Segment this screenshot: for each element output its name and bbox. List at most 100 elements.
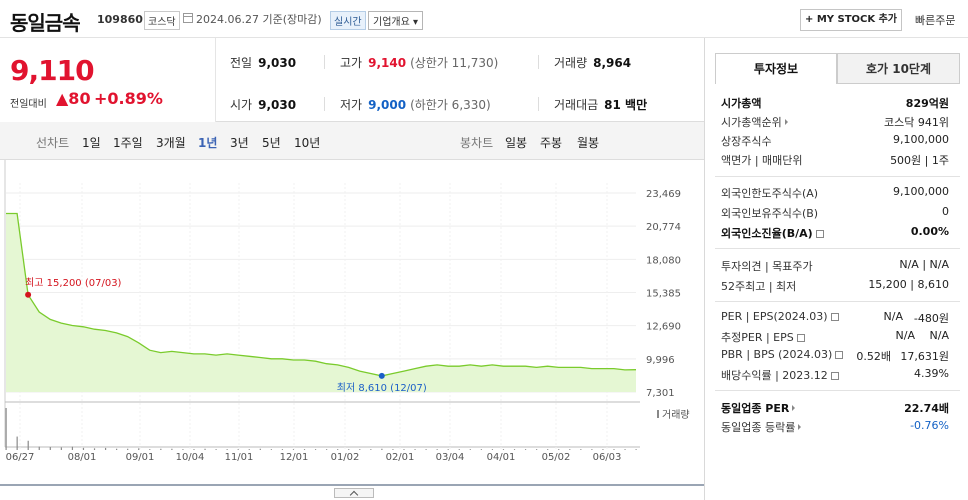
price-stats: 전일 9,030 고가 9,140 (상한가 11,730) 거래량 8,964 시가 9… [216, 38, 704, 122]
calendar-icon [183, 13, 193, 23]
stat-label: 거래량 [554, 56, 588, 70]
stat-label: 고가 [340, 56, 363, 70]
info-row-par: 액면가 | 매매단위 500원 | 1주 [721, 152, 949, 168]
stat-amount: 거래대금 81 백만 [554, 96, 647, 113]
info-row-sector-per[interactable]: 동일업종 PER 22.74배 [721, 400, 949, 416]
info-icon[interactable] [796, 334, 805, 342]
expand-chart-button[interactable] [334, 488, 374, 498]
stat-label: 시가 [230, 98, 253, 112]
volume-bar [524, 449, 527, 450]
info-row-market-cap-rank[interactable]: 시가총액순위 코스닥 941위 [721, 114, 949, 130]
price-line [6, 212, 637, 377]
info-icon[interactable] [835, 351, 844, 359]
info-value: -0.76% [910, 419, 949, 432]
arrow-right-icon [784, 119, 788, 125]
info-row-sector-rate[interactable]: 동일업종 등락률 -0.76% [721, 419, 949, 435]
tab-candle-weekly[interactable]: 주봉 [540, 136, 563, 150]
stat-sub: (상한가 11,730) [410, 56, 499, 70]
volume-bar [171, 448, 173, 450]
arrow-right-icon [792, 405, 796, 411]
current-price: 9,110 [10, 54, 95, 87]
volume-bar [248, 449, 250, 450]
tab-candle-monthly[interactable]: 월봉 [577, 136, 600, 150]
tab-period-1w[interactable]: 1주일 [113, 136, 143, 150]
y-tick-label: 15,385 [646, 289, 681, 300]
y-tick-label: 7,301 [646, 388, 675, 399]
info-row-dividend[interactable]: 배당수익률 | 2023.12 4.39% [721, 367, 949, 383]
info-value: 22.74배 [904, 402, 949, 415]
market-badge: 코스닥 [144, 11, 180, 30]
info-mid-value: N/A [883, 310, 903, 323]
volume-bar [237, 449, 239, 450]
x-tick-label: 11/01 [225, 452, 254, 463]
stat-sub: (하한가 6,330) [410, 98, 491, 112]
volume-bar [624, 449, 626, 450]
volume-bar [204, 448, 206, 450]
volume-legend-marker [657, 410, 659, 418]
info-row-pbr-bps[interactable]: PBR | BPS (2024.03) 0.52배 17,631원 [721, 348, 949, 364]
info-icon[interactable] [830, 372, 839, 380]
info-row-52week: 52주최고 | 최저 15,200 | 8,610 [721, 278, 949, 294]
info-row-est-per[interactable]: 추정PER | EPS N/A N/A [721, 329, 949, 345]
volume-bar [502, 449, 505, 450]
info-value: 0.00% [910, 225, 949, 238]
info-label: 동일업종 등락률 [721, 419, 802, 435]
info-label: 외국인한도주식수(A) [721, 187, 819, 200]
divider [324, 55, 325, 69]
stat-label: 전일 [230, 56, 253, 70]
y-tick-label: 23,469 [646, 189, 681, 200]
volume-bar [580, 449, 582, 450]
stat-prev-close: 전일 9,030 [230, 54, 296, 71]
volume-bar [93, 448, 96, 450]
stat-label: 거래대금 [554, 98, 599, 112]
quick-order-link[interactable]: 빠른주문 [915, 14, 956, 27]
tab-period-5y[interactable]: 5년 [262, 136, 281, 150]
stat-value: 9,140 [368, 56, 407, 70]
x-tick-label: 10/04 [176, 452, 205, 463]
info-icon[interactable] [830, 313, 839, 321]
info-icon[interactable] [815, 230, 824, 238]
company-info-dropdown[interactable]: 기업개요 ▾ [368, 11, 423, 30]
info-row-foreign-limit: 외국인한도주식수(A) 9,100,000 [721, 185, 949, 201]
tab-period-10y[interactable]: 10년 [294, 136, 321, 150]
volume-bar [403, 449, 405, 450]
tab-period-3y[interactable]: 3년 [230, 136, 249, 150]
stat-value: 8,964 [593, 56, 632, 70]
info-label: 투자의견 | 목표주가 [721, 260, 813, 273]
volume-bar [337, 449, 339, 450]
tab-period-1y[interactable]: 1년 [198, 136, 218, 150]
volume-bar [292, 449, 295, 450]
info-row-market-cap: 시가총액 829억원 [721, 95, 949, 111]
x-tick-label: 06/27 [6, 452, 35, 463]
x-tick-label: 08/01 [68, 452, 97, 463]
tab-line-chart[interactable]: 선차트 [36, 136, 70, 150]
info-row-per-eps[interactable]: PER | EPS(2024.03) N/A -480원 [721, 310, 949, 326]
tab-investment-info[interactable]: 투자정보 [715, 53, 837, 84]
volume-bar [469, 449, 471, 450]
chart-tabs: 선차트 1일 1주일 3개월 1년 3년 5년 10년 봉차트 일봉 주봉 월봉 [0, 122, 704, 160]
price-chart[interactable]: 23,469 20,774 18,080 15,385 12,690 9,996 7,301… [0, 160, 704, 500]
realtime-badge[interactable]: 실시간 [330, 11, 366, 30]
tab-period-1d[interactable]: 1일 [82, 136, 101, 150]
tab-orderbook-10[interactable]: 호가 10단계 [837, 53, 960, 84]
info-mid-value: N/A [895, 329, 915, 342]
stat-high: 고가 9,140 (상한가 11,730) [340, 54, 498, 71]
info-label: 시가총액순위 [721, 114, 788, 130]
info-row-foreign-ratio[interactable]: 외국인소진율(B/A) 0.00% [721, 225, 949, 241]
tab-candle-daily[interactable]: 일봉 [505, 136, 528, 150]
volume-bar [127, 448, 129, 450]
volume-bar [392, 449, 394, 450]
info-label: 외국인보유주식수(B) [721, 207, 819, 220]
info-value: 9,100,000 [893, 133, 949, 146]
tab-period-3m[interactable]: 3개월 [156, 136, 186, 150]
volume-bar [193, 449, 195, 450]
volume-bar [138, 448, 140, 450]
volume-bar [513, 449, 516, 450]
divider [538, 55, 539, 69]
volume-bar [149, 449, 151, 450]
volume-bar [104, 447, 107, 450]
tab-candle-chart[interactable]: 봉차트 [460, 136, 494, 150]
volume-bar [226, 449, 228, 450]
base-date: 2024.06.27 기준(장마감) [196, 13, 322, 26]
add-my-stock-button[interactable]: + MY STOCK 추가 [800, 9, 902, 31]
